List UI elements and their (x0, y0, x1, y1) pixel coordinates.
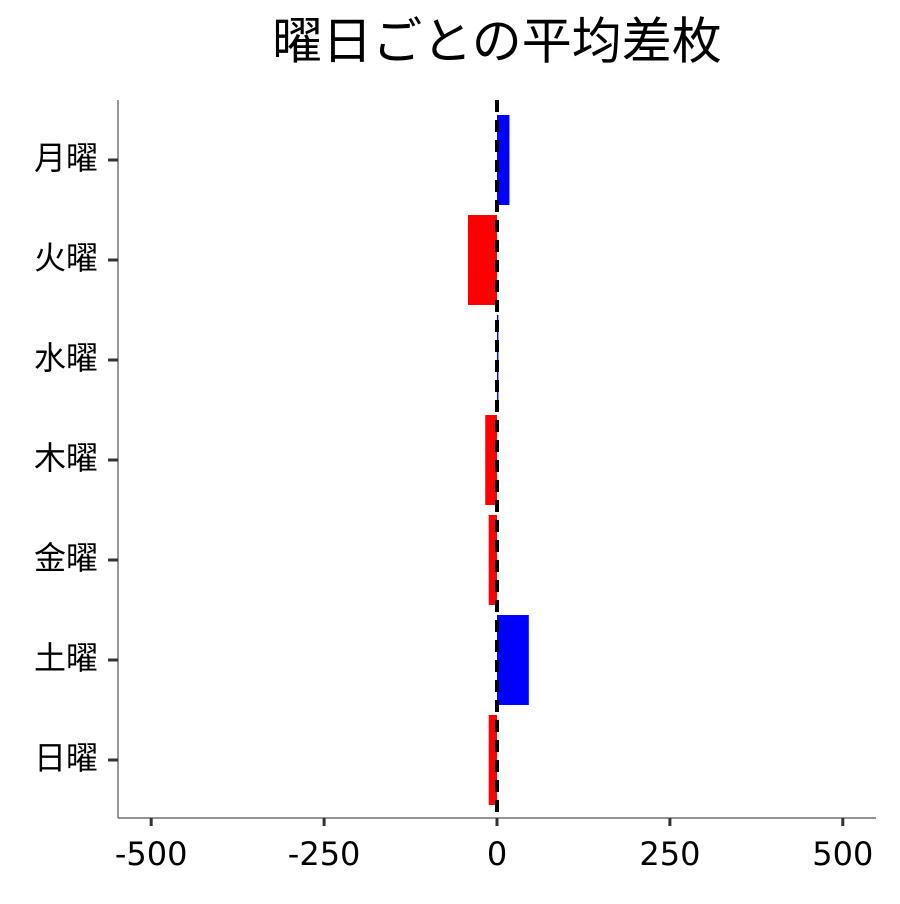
x-tick-label: -500 (115, 835, 188, 873)
bar (497, 115, 510, 205)
y-tick-label: 月曜 (34, 139, 98, 177)
y-tick-label: 土曜 (34, 639, 98, 677)
y-tick-label: 木曜 (34, 439, 98, 477)
bar (485, 415, 497, 505)
y-tick-label: 火曜 (34, 239, 98, 277)
chart-title: 曜日ごとの平均差枚 (272, 13, 722, 71)
bar (488, 715, 497, 805)
x-tick-label: 0 (487, 835, 507, 873)
bar (488, 515, 497, 605)
x-tick-label: 250 (639, 835, 700, 873)
x-tick-label: -250 (288, 835, 361, 873)
y-tick-label: 金曜 (34, 539, 98, 577)
bar (467, 215, 497, 305)
x-tick-label: 500 (812, 835, 873, 873)
y-tick-label: 水曜 (34, 339, 98, 377)
bar (497, 615, 529, 705)
y-tick-label: 日曜 (34, 739, 98, 777)
